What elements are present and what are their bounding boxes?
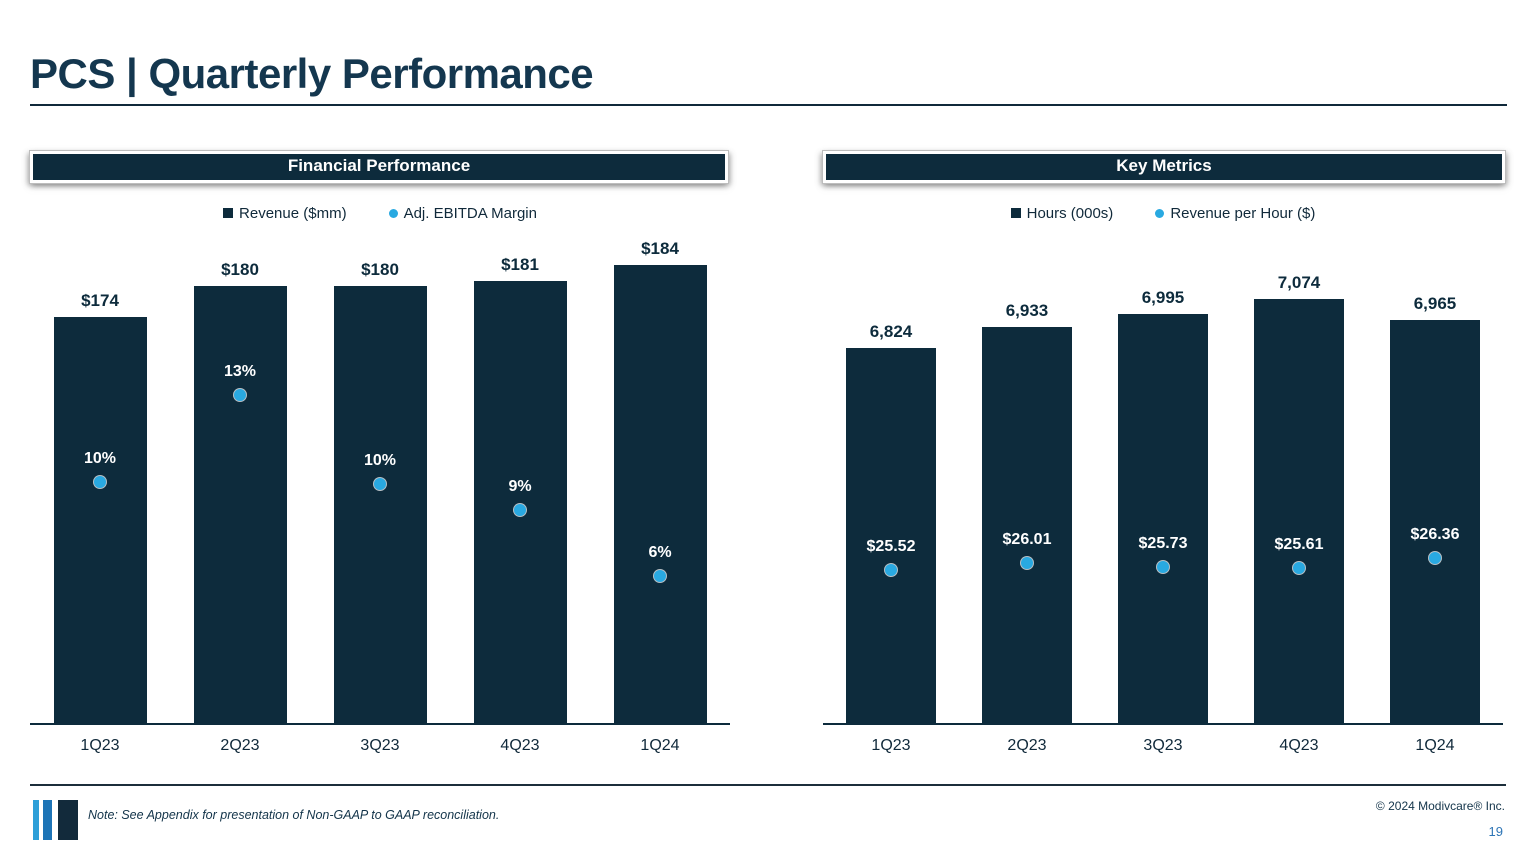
logo-bar-dark (58, 800, 78, 840)
x-axis-label: 3Q23 (1143, 737, 1183, 754)
x-axis-label: 3Q23 (360, 737, 400, 754)
bar-value-label: $180 (221, 260, 259, 280)
dot-value-label: 10% (363, 452, 397, 470)
bar (613, 265, 707, 723)
dot-value-label: 6% (648, 543, 672, 561)
x-axis-label: 1Q24 (1415, 737, 1455, 754)
x-axis-label: 4Q23 (500, 737, 540, 754)
data-point-dot-icon (514, 504, 526, 517)
logo-bar-light (33, 800, 39, 840)
bar (1390, 320, 1480, 723)
page-title: PCS | Quarterly Performance (30, 50, 594, 97)
bar (333, 286, 427, 723)
data-point-dot-icon (234, 389, 246, 402)
bar (473, 281, 567, 723)
bar (193, 286, 287, 723)
x-axis-label: 4Q23 (1279, 737, 1319, 754)
data-point-dot-icon (654, 569, 666, 582)
x-axis-label: 1Q23 (871, 737, 911, 754)
data-point-dot-icon (94, 475, 106, 488)
bar-value-label: 6,824 (869, 321, 913, 341)
data-point-dot-icon (374, 478, 386, 491)
bar-value-label: 6,933 (1005, 300, 1049, 320)
data-point-dot-icon (1429, 551, 1441, 564)
bar (53, 317, 147, 723)
x-axis-label: 2Q23 (220, 737, 260, 754)
legend-dot-marker-icon (388, 208, 398, 218)
legend-label: Revenue per Hour ($) (1170, 204, 1316, 222)
legend-dot-marker-icon (1155, 208, 1165, 218)
bar (1254, 299, 1344, 723)
bar (846, 347, 936, 723)
bar (1118, 314, 1208, 723)
title-divider (30, 104, 1507, 106)
x-axis-label: 1Q24 (640, 737, 680, 754)
legend-label: Revenue ($mm) (239, 204, 347, 222)
legend-item: Revenue ($mm) (223, 205, 347, 222)
data-point-dot-icon (1021, 556, 1033, 569)
dot-value-label: 13% (223, 363, 257, 381)
financial-performance-header: Financial Performance (29, 150, 729, 184)
dot-value-label: $25.61 (1274, 536, 1324, 554)
copyright-text: © 2024 Modivcare® Inc. (1375, 799, 1505, 813)
legend-item: Hours (000s) (1010, 204, 1114, 222)
dot-value-label: 9% (508, 478, 532, 496)
bar-value-label: $174 (81, 291, 119, 311)
logo-bar-mid (43, 800, 52, 840)
financial-performance-chart: $174 10% 1Q23 $180 13% 2Q23 $180 10% 3Q23 $181 9% 4… (30, 239, 730, 754)
page-number: 19 (1488, 824, 1503, 839)
key-metrics-header: Key Metrics (822, 150, 1506, 184)
legend-square-marker-icon (1010, 208, 1021, 218)
key-metrics-legend: Hours (000s) Revenue per Hour ($) (823, 203, 1503, 223)
bar-value-label: 6,965 (1413, 294, 1457, 314)
bar-value-label: $181 (501, 255, 539, 274)
dot-value-label: $25.73 (1138, 534, 1188, 552)
key-metrics-chart: 6,824 $25.52 1Q23 6,933 $26.01 2Q23 6,995 $25.7… (823, 255, 1503, 754)
bar-value-label: 7,074 (1277, 273, 1321, 293)
footnote: Note: See Appendix for presentation of N… (88, 808, 500, 822)
bar-value-label: $184 (641, 239, 679, 259)
legend-item: Adj. EBITDA Margin (388, 204, 537, 222)
data-point-dot-icon (1293, 562, 1305, 575)
data-point-dot-icon (1157, 560, 1169, 573)
dot-value-label: 10% (83, 449, 117, 467)
bar-value-label: 6,995 (1141, 288, 1185, 308)
legend-label: Adj. EBITDA Margin (403, 204, 537, 222)
dot-value-label: $25.52 (866, 537, 916, 555)
bar-value-label: $180 (361, 260, 399, 280)
modivcare-logo-icon (33, 800, 78, 840)
legend-label: Hours (000s) (1026, 204, 1114, 222)
data-point-dot-icon (885, 563, 897, 576)
legend-square-marker-icon (223, 208, 234, 218)
footer-divider (30, 784, 1506, 786)
financial-performance-legend: Revenue ($mm) Adj. EBITDA Margin (30, 203, 730, 223)
x-axis-label: 2Q23 (1007, 737, 1047, 754)
legend-item: Revenue per Hour ($) (1155, 205, 1315, 222)
bar (982, 326, 1072, 723)
x-axis-label: 1Q23 (80, 737, 120, 754)
dot-value-label: $26.01 (1002, 530, 1052, 548)
dot-value-label: $26.36 (1410, 525, 1460, 543)
